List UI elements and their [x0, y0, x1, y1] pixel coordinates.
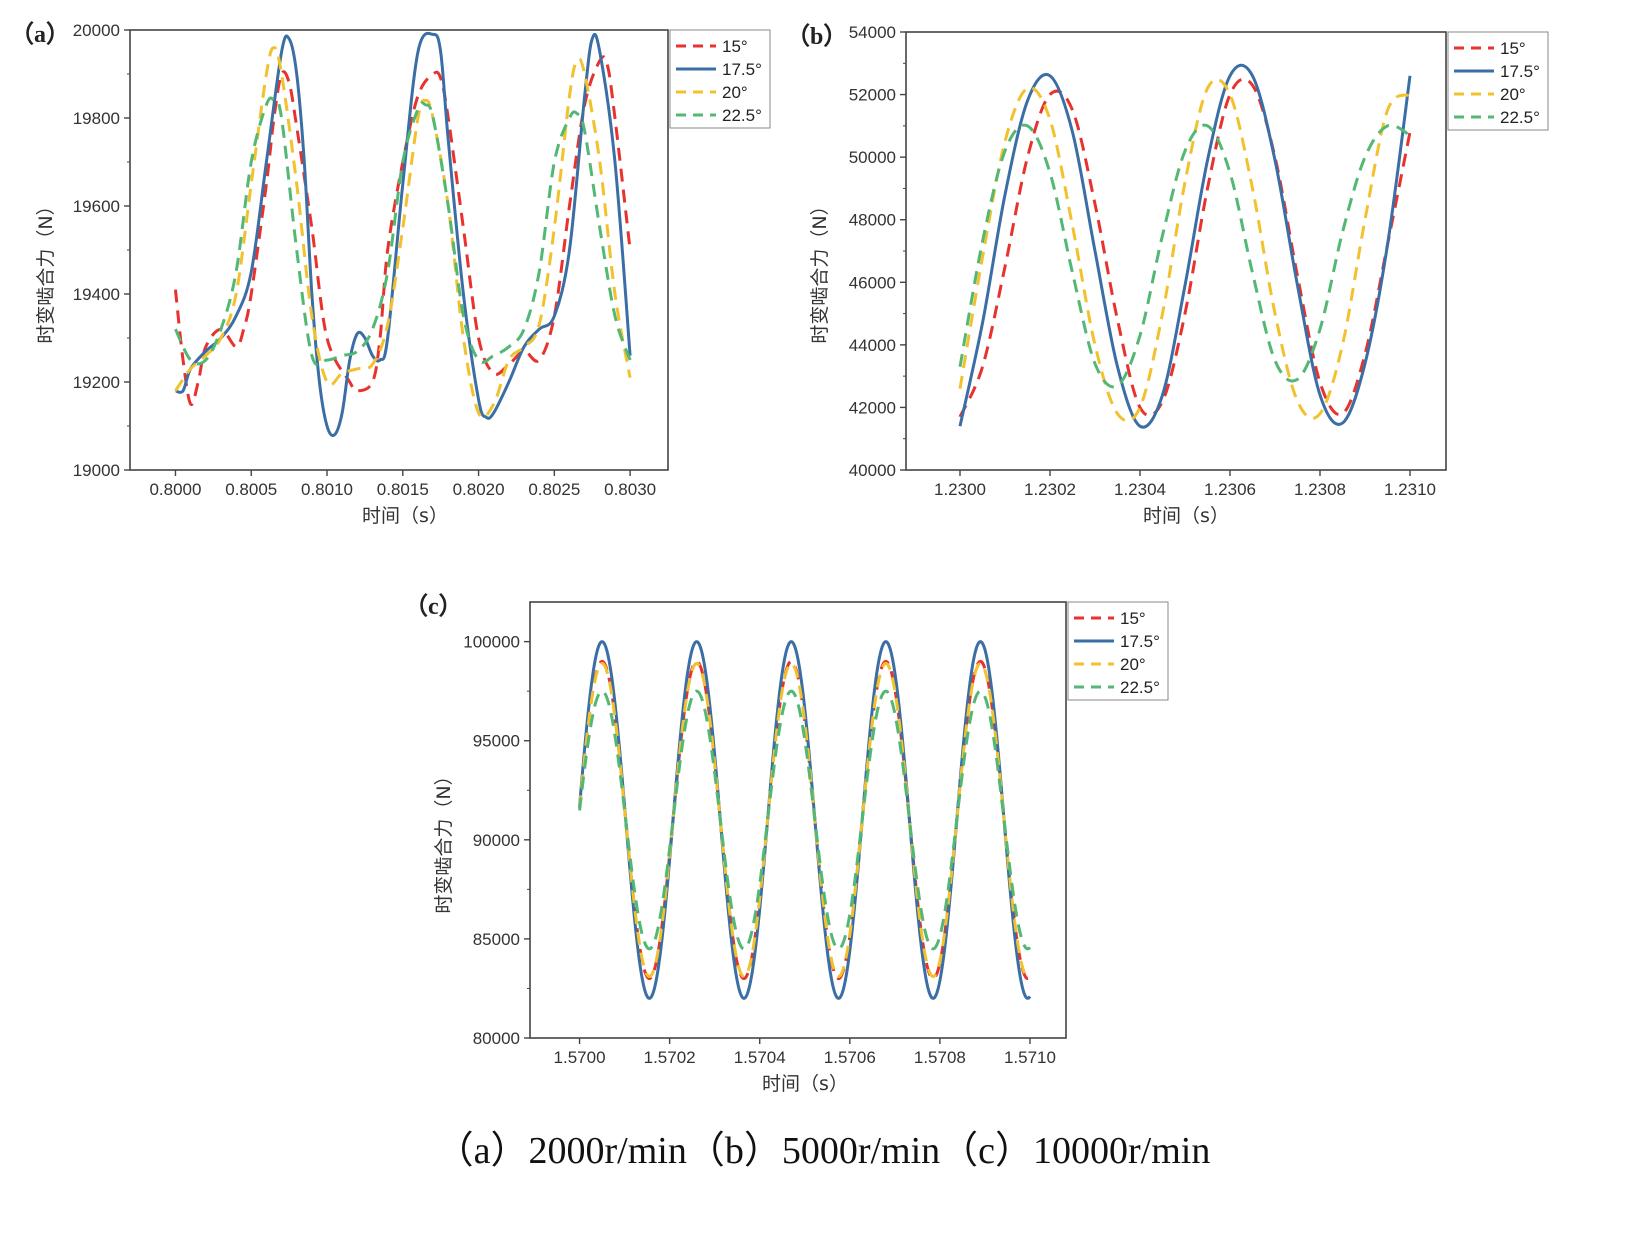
x-tick-label: 1.2306	[1204, 480, 1256, 499]
y-tick-label: 90000	[473, 831, 520, 850]
y-tick-label: 46000	[849, 273, 896, 292]
x-tick-label: 1.2310	[1384, 480, 1436, 499]
panel-c-label: （c）	[404, 593, 463, 620]
y-tick-label: 80000	[473, 1029, 520, 1048]
x-tick-label: 1.2302	[1024, 480, 1076, 499]
x-tick-label: 1.5708	[914, 1048, 966, 1067]
panel-a-y-axis-title: 时变啮合力（N）	[35, 196, 57, 343]
legend-label: 20°	[1500, 85, 1526, 104]
y-tick-label: 42000	[849, 398, 896, 417]
panel-b-plot-area: 40000 42000 44000 46000 48000 50000 52000 54000…	[849, 23, 1436, 499]
legend-label: 15°	[722, 37, 748, 56]
legend-label: 22.5°	[722, 106, 762, 125]
y-tick-label: 52000	[849, 86, 896, 105]
x-tick-label: 0.8010	[301, 480, 353, 499]
x-tick-label: 1.2304	[1114, 480, 1166, 499]
panel-c-x-axis-title: 时间（s）	[762, 1073, 848, 1095]
series-line-22-5-deg	[578, 689, 1032, 951]
x-tick-label: 0.8020	[453, 480, 505, 499]
y-tick-label: 20000	[73, 21, 120, 40]
x-tick-label: 0.8030	[604, 480, 656, 499]
panel-c-plot-area: 80000 85000 90000 95000 100000 1.5700 1.5702 1.…	[463, 633, 1056, 1067]
legend-label: 15°	[1500, 39, 1526, 58]
y-tick-label: 85000	[473, 930, 520, 949]
y-tick-label: 54000	[849, 23, 896, 42]
x-tick-label: 1.5706	[824, 1048, 876, 1067]
y-tick-label: 19800	[73, 109, 120, 128]
panel-b-frame	[905, 31, 1447, 471]
panel-a: （a） 19000 19200 19400 19600 19800 20000 0.8000…	[10, 21, 771, 527]
panel-c-legend: 15° 17.5° 20° 22.5°	[1067, 601, 1169, 701]
panel-c-y-axis-title: 时变啮合力（N）	[433, 766, 455, 913]
legend-label: 17.5°	[1120, 632, 1160, 651]
panel-a-plot-area: 19000 19200 19400 19600 19800 20000 0.8000 0.80…	[73, 21, 656, 499]
legend-box	[1067, 601, 1169, 701]
legend-label: 17.5°	[1500, 62, 1540, 81]
x-tick-label: 0.8005	[225, 480, 277, 499]
panel-b-label: （b）	[786, 23, 847, 50]
y-tick-label: 48000	[849, 211, 896, 230]
panel-a-frame	[129, 29, 669, 471]
x-tick-label: 0.8025	[528, 480, 580, 499]
x-tick-label: 1.2308	[1294, 480, 1346, 499]
series-line-20-deg	[958, 77, 1411, 423]
panel-c: （c） 80000 85000 90000 95000 100000 1.5700 1.57…	[404, 593, 1169, 1095]
y-tick-label: 100000	[463, 633, 520, 652]
legend-label: 15°	[1120, 609, 1146, 628]
y-tick-label: 19600	[73, 197, 120, 216]
x-tick-label: 1.2300	[934, 480, 986, 499]
panel-b-x-axis-title: 时间（s）	[1143, 505, 1229, 527]
panel-b: （b） 40000 42000 44000 46000 48000 50000 52000 5…	[786, 23, 1549, 527]
series-line-15-deg	[958, 77, 1412, 418]
legend-label: 22.5°	[1500, 108, 1540, 127]
legend-label: 17.5°	[722, 60, 762, 79]
legend-label: 22.5°	[1120, 678, 1160, 697]
y-tick-label: 44000	[849, 336, 896, 355]
y-tick-label: 19200	[73, 373, 120, 392]
legend-box	[669, 29, 771, 129]
y-tick-label: 19400	[73, 285, 120, 304]
y-tick-label: 19000	[73, 461, 120, 480]
panel-b-legend: 15° 17.5° 20° 22.5°	[1447, 31, 1549, 131]
panel-b-y-axis-title: 时变啮合力（N）	[809, 196, 831, 343]
x-tick-label: 1.5710	[1004, 1048, 1056, 1067]
x-tick-label: 0.8015	[377, 480, 429, 499]
figure-caption: （a）2000r/min（b）5000r/min（c）10000r/min	[436, 1130, 1211, 1172]
x-tick-label: 1.5702	[644, 1048, 696, 1067]
legend-box	[1447, 31, 1549, 131]
y-tick-label: 50000	[849, 148, 896, 167]
x-tick-label: 0.8000	[149, 480, 201, 499]
y-tick-label: 40000	[849, 461, 896, 480]
panel-a-label: （a）	[10, 21, 70, 48]
legend-label: 20°	[1120, 655, 1146, 674]
y-tick-label: 95000	[473, 732, 520, 751]
x-tick-label: 1.5704	[734, 1048, 786, 1067]
panel-a-x-axis-title: 时间（s）	[362, 505, 448, 527]
x-tick-label: 1.5700	[554, 1048, 606, 1067]
series-line-20-deg	[174, 46, 632, 419]
panel-a-legend: 15° 17.5° 20° 22.5°	[669, 29, 771, 129]
series-line-17-5-deg	[958, 63, 1412, 429]
series-line-22-5-deg	[958, 123, 1411, 389]
series-line-22-5-deg	[174, 96, 632, 367]
series-line-17-5-deg	[175, 31, 632, 438]
legend-label: 20°	[722, 83, 748, 102]
